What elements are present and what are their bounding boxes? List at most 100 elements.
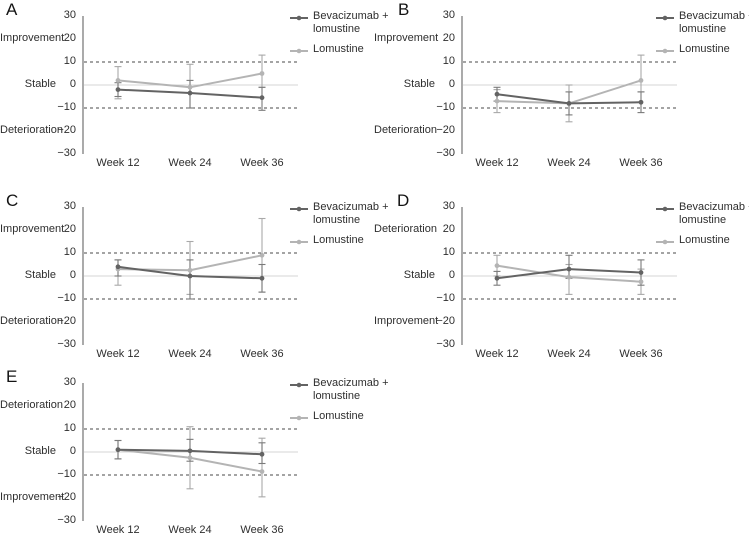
data-point-marker [187,273,193,279]
y-tick-label: 0 [69,445,76,457]
data-point-marker [259,469,265,474]
y-region-label: Stable [24,445,56,457]
y-region-label: Deterioration [0,315,63,327]
data-point-marker [566,266,572,272]
legend-label: Lomustine [313,43,364,56]
legend-label: Lomustine [679,43,730,56]
data-point-marker [494,98,500,104]
legend-line-marker-icon [290,382,308,388]
y-region-label: Improvement [374,32,439,44]
legend-entry: Lomustine [656,43,749,56]
data-point-marker [115,264,121,270]
data-point-marker [259,451,265,457]
legend-entry: Bevacizumab + lomustine [656,201,749,227]
legend-label: Bevacizumab + lomustine [313,377,389,403]
data-point-marker [494,275,500,281]
plot-area [82,383,298,521]
legend-line-marker-icon [290,206,308,212]
legend-line-marker-icon [290,49,308,54]
plot-area [82,16,298,154]
panel-letter: A [6,0,18,19]
y-region-label: Improvement [0,32,65,44]
legend-line-marker-icon [290,15,308,21]
y-tick-label: 30 [63,376,76,388]
legend-line-marker-icon [656,206,674,212]
x-axis-label: Week 24 [168,348,212,360]
y-tick-label: −30 [436,147,455,159]
plot-area [461,207,677,345]
legend-line-marker-icon [656,15,674,21]
panel-e: E 30 20 10 0 −10 −20 −30 Deterioration Stable Impr… [0,367,389,540]
x-axis-label: Week 12 [96,348,140,360]
legend: Bevacizumab + lomustine Lomustine [290,201,391,248]
y-region-label: Stable [403,269,435,281]
x-axis-label: Week 24 [547,157,591,169]
y-tick-label: 0 [448,269,455,281]
panel-letter: C [6,191,19,210]
legend-line-marker-icon [290,416,308,421]
y-tick-label: 10 [63,246,76,258]
y-tick-label: −10 [57,468,76,480]
y-tick-label: −10 [57,101,76,113]
y-tick-label: −20 [57,315,76,327]
y-tick-label: 20 [442,223,455,235]
y-tick-label: −20 [57,491,76,503]
legend-label: Lomustine [679,234,730,247]
y-region-label: Deterioration [0,124,63,136]
data-point-marker [187,84,193,90]
x-axis-label: Week 12 [475,157,519,169]
y-tick-label: −10 [436,292,455,304]
y-tick-label: −20 [57,124,76,136]
panel-d: D 30 20 10 0 −10 −20 −30 Deterioration Stable Impr… [374,191,749,369]
y-region-label: Deterioration [374,124,437,136]
x-axis-label: Week 36 [619,157,663,169]
legend-line-marker-icon [290,240,308,245]
y-tick-label: 10 [442,246,455,258]
y-region-label: Improvement [0,491,65,503]
legend-label: Bevacizumab + lomustine [313,201,389,227]
legend-label: Lomustine [313,234,364,247]
x-axis-label: Week 36 [240,348,284,360]
plot-area [82,207,298,345]
legend: Bevacizumab + lomustine Lomustine [290,377,391,424]
y-tick-label: 20 [63,223,76,235]
y-region-label: Stable [403,78,435,90]
x-axis-label: Week 36 [240,524,284,536]
data-point-marker [187,448,193,454]
y-region-label: Deterioration [374,223,437,235]
data-point-marker [187,90,193,96]
legend-entry: Bevacizumab + lomustine [290,201,391,227]
panel-letter: D [397,191,410,210]
y-tick-label: −30 [436,338,455,350]
data-point-marker [638,99,644,105]
y-tick-label: 30 [442,200,455,212]
x-axis-label: Week 36 [619,348,663,360]
x-axis-label: Week 24 [168,157,212,169]
data-point-marker [115,447,121,453]
data-point-marker [115,87,121,92]
x-axis-label: Week 36 [240,157,284,169]
data-point-marker [566,274,572,280]
data-point-marker [259,252,265,258]
y-tick-label: 0 [69,78,76,90]
y-tick-label: 30 [63,200,76,212]
data-point-marker [638,279,644,285]
x-axis-label: Week 24 [168,524,212,536]
y-tick-label: 0 [448,78,455,90]
data-point-marker [259,95,265,101]
y-region-label: Improvement [374,315,439,327]
y-region-label: Stable [24,269,56,281]
y-region-label: Deterioration [0,399,63,411]
panel-c: C 30 20 10 0 −10 −20 −30 Improvement Stable Deteri… [0,191,389,369]
y-tick-label: −20 [436,315,455,327]
x-axis-label: Week 12 [96,524,140,536]
panel-b: B 30 20 10 0 −10 −20 −30 Improvement Stable Deteri… [374,0,749,178]
panel-letter: E [6,367,18,386]
data-point-marker [494,263,500,269]
data-point-marker [494,91,500,97]
legend: Bevacizumab + lomustine Lomustine [290,10,391,57]
legend-label: Bevacizumab + lomustine [679,10,749,36]
y-tick-label: 10 [63,55,76,67]
panel-letter: B [398,0,410,19]
